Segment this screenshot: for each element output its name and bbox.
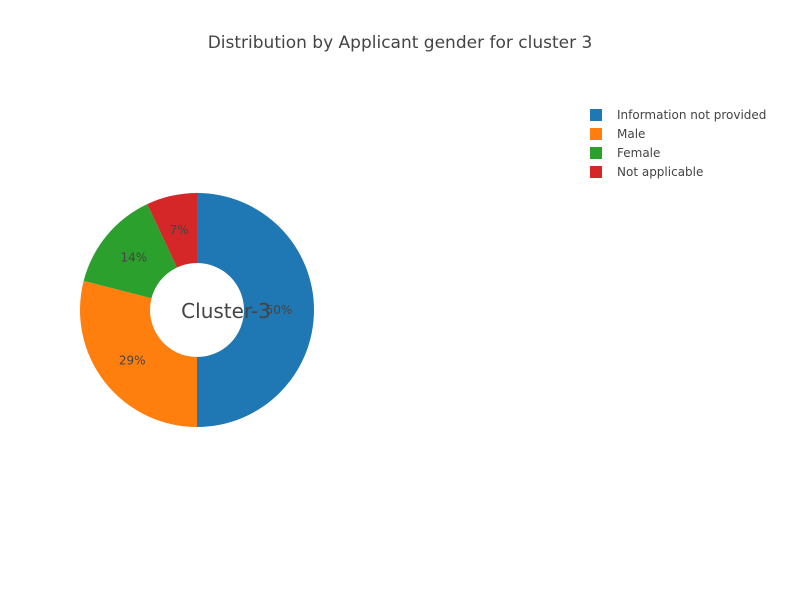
legend-item[interactable]: Information not provided <box>590 105 766 124</box>
legend: Information not provided Male Female Not ap… <box>590 105 766 181</box>
slice-labels: 50% 29% 14% 7% <box>119 223 292 367</box>
legend-label: Not applicable <box>617 164 704 179</box>
legend-item[interactable]: Male <box>590 124 766 143</box>
legend-swatch <box>590 108 602 121</box>
slice-information-not-provided[interactable] <box>197 193 314 427</box>
legend-swatch <box>590 165 602 178</box>
legend-swatch <box>590 127 602 140</box>
slice-male[interactable] <box>80 280 197 427</box>
slice-female[interactable] <box>83 204 177 299</box>
legend-label: Information not provided <box>617 107 767 122</box>
legend-label: Male <box>617 126 646 141</box>
slice-label: 7% <box>170 223 189 237</box>
donut-center-label: Cluster-3 <box>181 299 271 323</box>
chart-title: Distribution by Applicant gender for clu… <box>207 33 593 53</box>
legend-swatch <box>590 146 602 159</box>
legend-item[interactable]: Female <box>590 143 766 162</box>
legend-label: Female <box>617 145 661 160</box>
legend-item[interactable]: Not applicable <box>590 162 766 181</box>
slice-label: 29% <box>119 353 146 367</box>
donut-slices <box>80 193 314 427</box>
slice-label: 50% <box>266 303 293 317</box>
slice-label: 14% <box>120 251 147 265</box>
slice-not-applicable[interactable] <box>147 193 197 268</box>
